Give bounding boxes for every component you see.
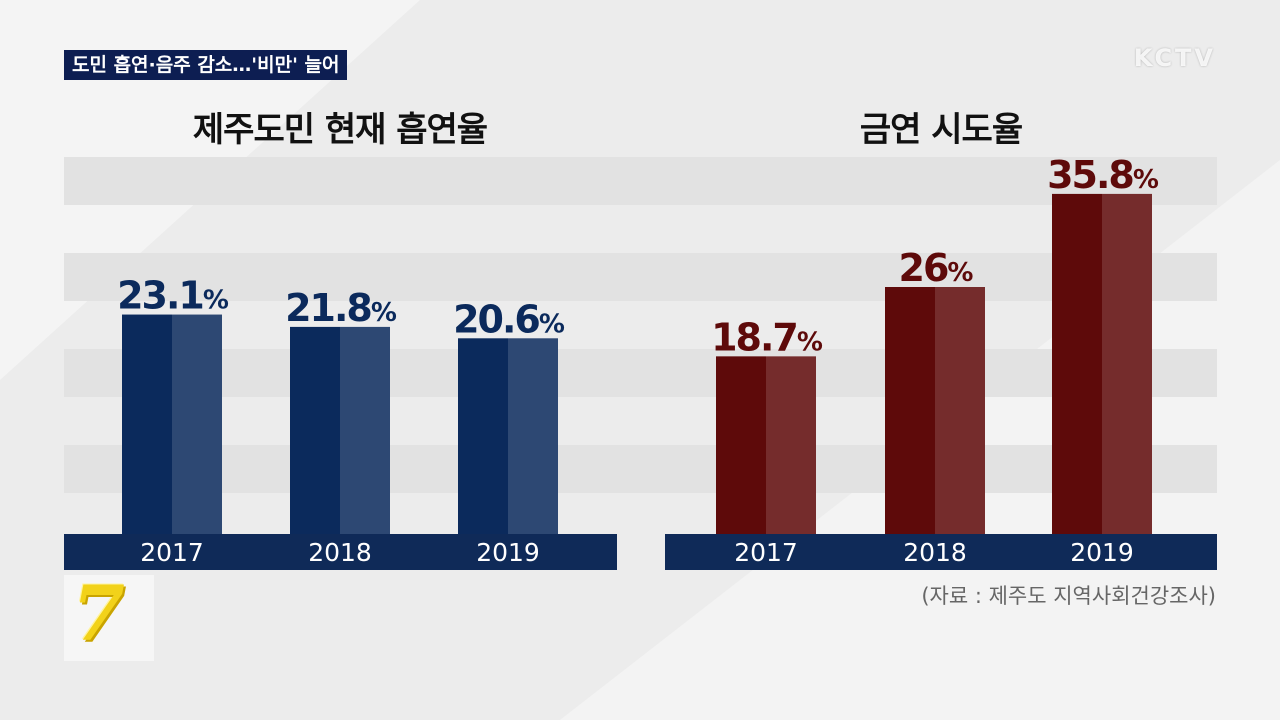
broadcaster-logo: KCTV <box>1133 44 1216 72</box>
x-tick-label: 2017 <box>140 538 204 567</box>
value-unit: % <box>371 298 397 328</box>
bar-2019 <box>1052 193 1152 534</box>
x-tick-label: 2018 <box>903 538 967 567</box>
channel-7-logo: 7 <box>64 569 154 661</box>
x-tick-label: 2017 <box>734 538 798 567</box>
value-label: 35.8% <box>1047 153 1159 197</box>
value-number: 26 <box>899 246 948 290</box>
value-number: 35.8 <box>1047 153 1133 197</box>
value-unit: % <box>539 309 565 339</box>
bar-2017 <box>716 356 816 534</box>
bar-right-half <box>1102 193 1152 534</box>
value-number: 21.8 <box>285 286 371 330</box>
x-tick-label: 2019 <box>1070 538 1134 567</box>
value-number: 18.7 <box>711 315 797 359</box>
bar-2017 <box>122 314 222 534</box>
bar-left-half <box>1052 193 1102 534</box>
bar-2018 <box>290 326 390 534</box>
headline-caption: 도민 흡연·음주 감소…'비만' 늘어 <box>64 50 348 80</box>
bar-right-half <box>766 356 816 534</box>
chart-title-smoking-rate: 제주도민 현재 흡연율 <box>192 110 488 150</box>
chart-title-quit-attempt-rate: 금연 시도율 <box>859 110 1023 150</box>
bar-right-half <box>340 326 390 534</box>
value-label: 18.7% <box>711 315 823 359</box>
value-unit: % <box>947 258 973 288</box>
value-unit: % <box>797 327 823 357</box>
bar-left-half <box>290 326 340 534</box>
x-axis-band <box>64 534 617 570</box>
value-number: 20.6 <box>453 297 539 341</box>
value-label: 20.6% <box>453 297 565 341</box>
value-number: 23.1 <box>117 274 203 318</box>
value-unit: % <box>203 286 229 316</box>
logo-seven-glyph: 7 <box>72 569 125 658</box>
bar-left-half <box>885 287 935 534</box>
value-label: 23.1% <box>117 274 229 318</box>
x-tick-label: 2018 <box>308 538 372 567</box>
value-label: 26% <box>899 246 974 290</box>
bar-2019 <box>458 338 558 534</box>
bar-left-half <box>458 338 508 534</box>
x-axis-band <box>665 534 1217 570</box>
bar-right-half <box>935 287 985 534</box>
value-unit: % <box>1133 165 1159 195</box>
bar-right-half <box>508 338 558 534</box>
x-tick-label: 2019 <box>476 538 540 567</box>
bar-right-half <box>172 314 222 534</box>
source-note: (자료 : 제주도 지역사회건강조사) <box>921 584 1216 608</box>
bar-left-half <box>716 356 766 534</box>
value-label: 21.8% <box>285 286 397 330</box>
bar-2018 <box>885 287 985 534</box>
bar-left-half <box>122 314 172 534</box>
